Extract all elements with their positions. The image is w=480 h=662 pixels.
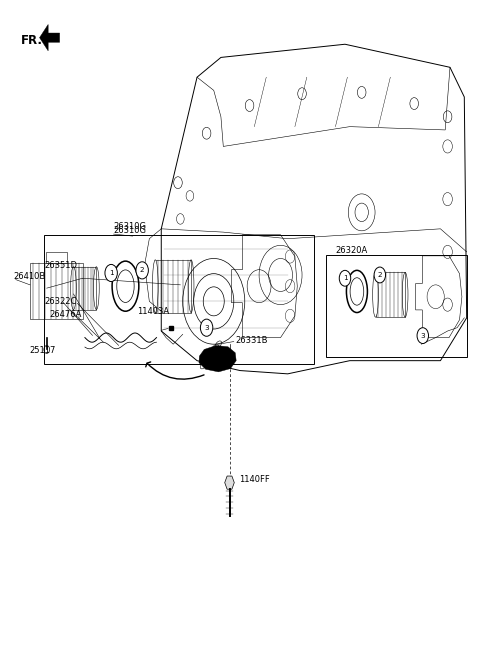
Text: 26476A: 26476A [49,310,82,319]
Text: 26410B: 26410B [13,273,46,281]
Text: 26310G: 26310G [114,226,146,235]
Circle shape [374,267,385,283]
Bar [46,252,67,263]
Text: 26351D: 26351D [44,261,77,269]
Text: 2: 2 [377,272,382,278]
Ellipse shape [372,272,378,317]
Text: 26320A: 26320A [336,246,368,255]
Text: 3: 3 [204,324,209,331]
Bar [156,260,191,312]
Polygon shape [199,346,236,372]
Bar [326,255,467,357]
Circle shape [339,270,351,286]
Text: 2: 2 [140,267,144,273]
Polygon shape [225,476,234,489]
Text: 26331B: 26331B [235,336,268,346]
Text: 11403A: 11403A [137,307,169,316]
Bar [44,236,314,364]
Ellipse shape [71,267,76,310]
Text: 1140FF: 1140FF [239,475,270,484]
Bar [375,272,405,317]
Text: 1: 1 [343,275,348,281]
Circle shape [417,328,429,344]
Bar [73,267,96,310]
Text: 1: 1 [109,270,113,276]
Polygon shape [39,24,60,51]
Ellipse shape [153,260,158,312]
Text: FR.: FR. [21,34,42,48]
Text: 26322C: 26322C [44,297,77,306]
Bar [30,263,83,319]
Text: 3: 3 [420,332,425,339]
Circle shape [105,264,117,281]
Circle shape [136,261,148,279]
Circle shape [200,319,213,336]
Text: 25117: 25117 [29,346,56,355]
Text: 26310G: 26310G [114,222,146,231]
